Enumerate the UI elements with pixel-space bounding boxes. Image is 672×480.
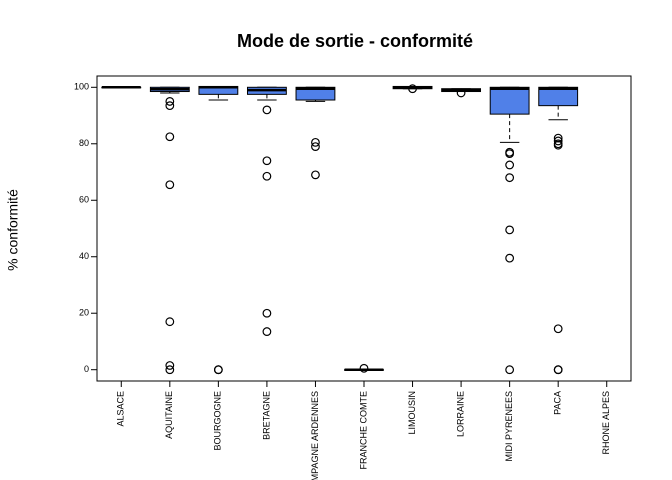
outlier: [408, 84, 417, 94]
x-tick-label: CHAMPAGNE ARDENNES: [310, 391, 320, 480]
outlier: [262, 156, 272, 166]
x-tick-label: LIMOUSIN: [407, 391, 417, 435]
box: [295, 86, 336, 101]
outlier: [505, 149, 515, 159]
chart-title: Mode de sortie - conformité: [237, 31, 473, 51]
outlier: [553, 324, 563, 334]
outlier: [553, 365, 563, 375]
outlier: [505, 253, 515, 263]
outlier: [262, 308, 272, 318]
outlier: [311, 170, 320, 180]
outlier: [262, 327, 272, 336]
y-tick-label: 20: [79, 308, 89, 318]
outlier: [311, 137, 320, 147]
outlier: [456, 88, 466, 98]
outlier: [262, 105, 272, 115]
outlier: [165, 132, 175, 142]
plot-frame: [96, 75, 632, 382]
y-axis-label: % conformité: [5, 189, 21, 271]
x-tick-label: LORRAINE: [455, 391, 465, 437]
y-tick-label: 100: [74, 82, 89, 92]
y-tick-label: 60: [79, 195, 89, 205]
box: [538, 86, 579, 107]
y-tick-label: 0: [84, 364, 89, 374]
x-tick-label: MIDI PYRENEES: [504, 391, 514, 462]
outlier: [165, 97, 175, 106]
x-tick-label: BOURGOGNE: [213, 391, 223, 451]
box: [489, 86, 530, 115]
x-tick-label: AQUITAINE: [164, 391, 174, 439]
outlier: [262, 171, 272, 181]
y-tick-label: 80: [79, 138, 89, 148]
x-tick-label: ALSACE: [116, 391, 126, 427]
outlier: [553, 136, 563, 146]
outlier: [311, 142, 320, 152]
y-tick-label: 40: [79, 251, 89, 261]
outlier: [213, 365, 223, 375]
outlier: [505, 160, 515, 170]
outlier: [165, 317, 175, 327]
outlier: [505, 225, 515, 235]
outlier: [359, 363, 369, 373]
x-tick-label: FRANCHE COMTE: [358, 391, 368, 470]
outlier: [505, 173, 515, 183]
outlier: [505, 365, 515, 375]
outlier: [553, 140, 563, 150]
outlier: [165, 101, 175, 111]
x-tick-label: PACA: [553, 391, 563, 415]
x-tick-label: BRETAGNE: [261, 391, 271, 440]
outlier: [165, 361, 175, 370]
x-tick-label: RHONE ALPES: [601, 391, 611, 455]
outlier: [165, 365, 175, 375]
outlier: [165, 180, 175, 190]
